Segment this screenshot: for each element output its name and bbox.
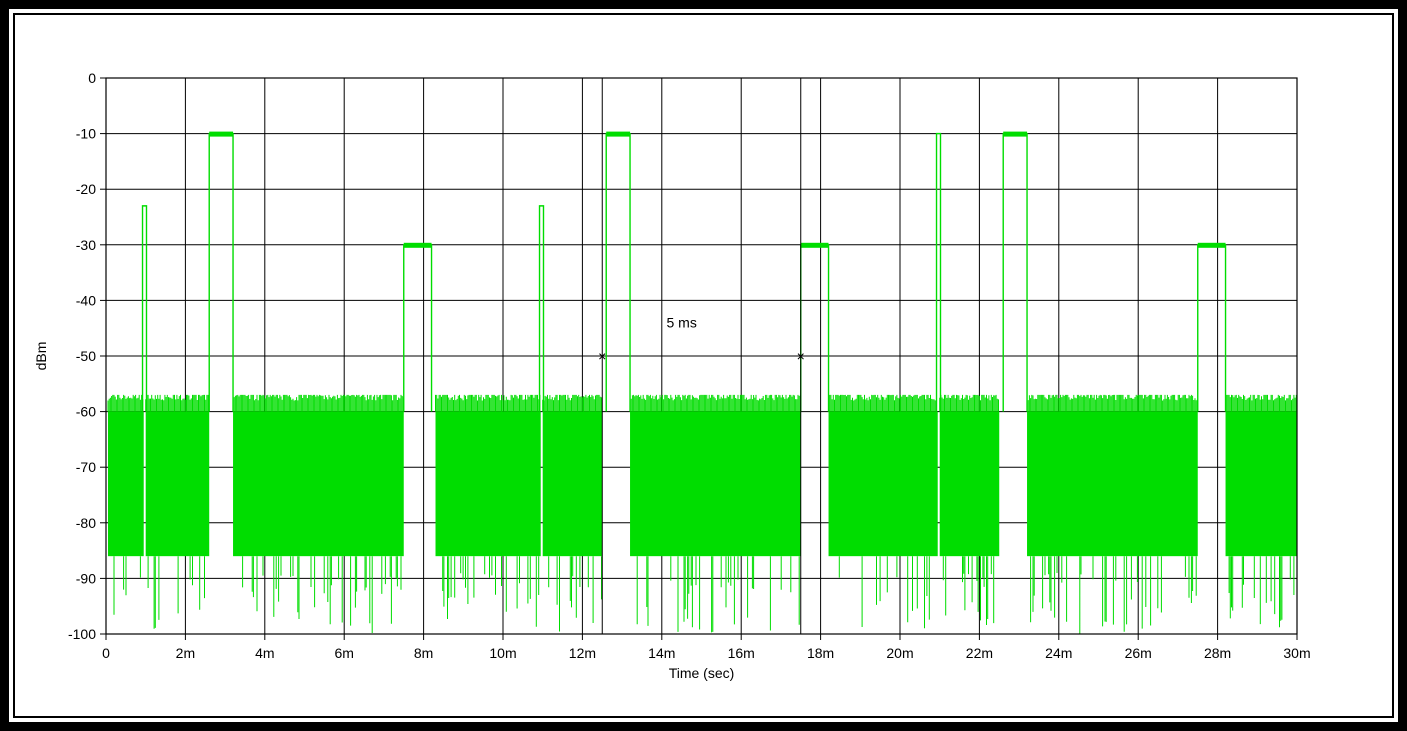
- x-tick-label: 26m: [1125, 645, 1152, 661]
- pulse-4: [538, 205, 545, 412]
- noise-band: [107, 411, 144, 557]
- pulse-1: [141, 205, 148, 412]
- pulse-plateau-5: [606, 131, 631, 137]
- noise-band: [828, 411, 938, 557]
- noise-band: [630, 411, 801, 557]
- y-tick-label: -80: [76, 515, 96, 531]
- noise-spikes: [107, 394, 144, 615]
- noise-spikes: [145, 394, 209, 629]
- y-tick-label: -60: [76, 404, 96, 420]
- y-tick-label: -90: [76, 570, 96, 586]
- y-tick-label: 0: [88, 70, 96, 86]
- signal-trace: [107, 131, 1297, 634]
- markers: × ×: [598, 348, 805, 364]
- noise-spikes: [542, 394, 602, 632]
- noise-band: [542, 411, 603, 557]
- noise-band: [435, 411, 541, 557]
- x-tick-label: 20m: [886, 645, 913, 661]
- x-tick-label: 10m: [489, 645, 516, 661]
- marker-1: ×: [598, 348, 606, 364]
- pulse-plateau-6: [800, 242, 829, 248]
- x-axis-title: Time (sec): [669, 665, 735, 681]
- x-tick-label: 22m: [966, 645, 993, 661]
- y-tick-labels: 0 -10 -20 -30 -40 -50 -60 -70 -80 -90 -100: [68, 70, 96, 642]
- pulse-plateau-3: [403, 242, 432, 248]
- axes: [100, 77, 1298, 640]
- x-tick-label: 28m: [1204, 645, 1231, 661]
- cursor-lines: [601, 78, 802, 634]
- y-tick-label: -40: [76, 292, 96, 308]
- noise-band: [1027, 411, 1198, 557]
- pulse-plateau-2: [209, 131, 234, 137]
- time-span-annotation: 5 ms: [667, 315, 697, 331]
- x-tick-label: 4m: [255, 645, 274, 661]
- x-tick-label: 16m: [728, 645, 755, 661]
- x-tick-label: 8m: [414, 645, 433, 661]
- y-axis-title: dBm: [33, 342, 49, 371]
- y-tick-label: -20: [76, 181, 96, 197]
- y-tick-label: -70: [76, 459, 96, 475]
- x-tick-label: 14m: [648, 645, 675, 661]
- pulse-plateau-9: [1197, 242, 1226, 248]
- x-tick-label: 18m: [807, 645, 834, 661]
- pulse-7: [935, 132, 942, 412]
- x-tick-label: 12m: [569, 645, 596, 661]
- noise-spikes: [435, 394, 541, 627]
- y-tick-label: -50: [76, 348, 96, 364]
- x-tick-label: 6m: [334, 645, 353, 661]
- noise-band: [1225, 411, 1297, 557]
- x-tick-labels: 0 2m 4m 6m 8m 10m 12m 14m 16m 18m 20m 22m 24m 26m 28m 3…: [102, 645, 1311, 661]
- noise-spikes: [939, 394, 999, 625]
- marker-2: ×: [797, 348, 805, 364]
- noise-band: [939, 411, 1000, 557]
- x-tick-label: 24m: [1045, 645, 1072, 661]
- y-tick-label: -10: [76, 126, 96, 142]
- x-tick-label: 30m: [1283, 645, 1310, 661]
- pulse-plateau-8: [1003, 131, 1028, 137]
- y-tick-label: -30: [76, 237, 96, 253]
- noise-band: [145, 411, 210, 557]
- x-tick-label: 2m: [176, 645, 195, 661]
- noise-band: [233, 411, 404, 557]
- y-tick-label: -100: [68, 626, 96, 642]
- x-tick-label: 0: [102, 645, 110, 661]
